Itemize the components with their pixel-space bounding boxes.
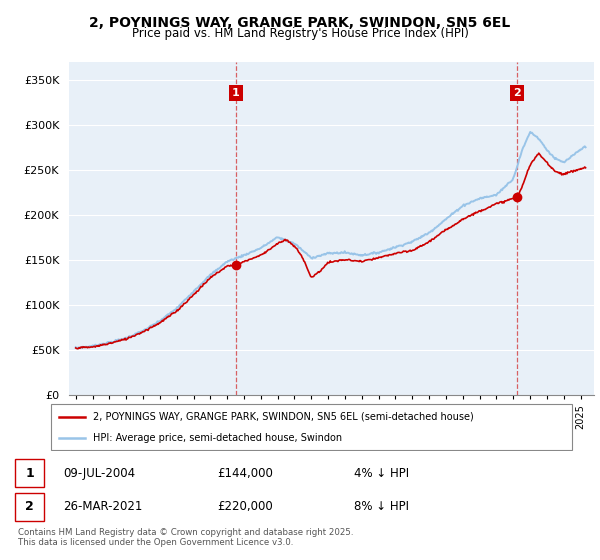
FancyBboxPatch shape (15, 493, 44, 521)
Text: Contains HM Land Registry data © Crown copyright and database right 2025.
This d: Contains HM Land Registry data © Crown c… (18, 528, 353, 547)
Text: £144,000: £144,000 (217, 466, 273, 480)
Text: 1: 1 (232, 88, 240, 98)
Text: 26-MAR-2021: 26-MAR-2021 (64, 500, 143, 514)
Text: 09-JUL-2004: 09-JUL-2004 (64, 466, 136, 480)
Text: HPI: Average price, semi-detached house, Swindon: HPI: Average price, semi-detached house,… (93, 433, 342, 444)
FancyBboxPatch shape (50, 404, 572, 450)
Text: 2: 2 (25, 500, 34, 514)
FancyBboxPatch shape (15, 459, 44, 487)
Text: £220,000: £220,000 (217, 500, 273, 514)
Text: 2: 2 (513, 88, 521, 98)
Text: 1: 1 (25, 466, 34, 480)
Text: 8% ↓ HPI: 8% ↓ HPI (354, 500, 409, 514)
Text: 2, POYNINGS WAY, GRANGE PARK, SWINDON, SN5 6EL: 2, POYNINGS WAY, GRANGE PARK, SWINDON, S… (89, 16, 511, 30)
Text: 2, POYNINGS WAY, GRANGE PARK, SWINDON, SN5 6EL (semi-detached house): 2, POYNINGS WAY, GRANGE PARK, SWINDON, S… (93, 412, 473, 422)
Text: Price paid vs. HM Land Registry's House Price Index (HPI): Price paid vs. HM Land Registry's House … (131, 27, 469, 40)
Text: 4% ↓ HPI: 4% ↓ HPI (354, 466, 409, 480)
